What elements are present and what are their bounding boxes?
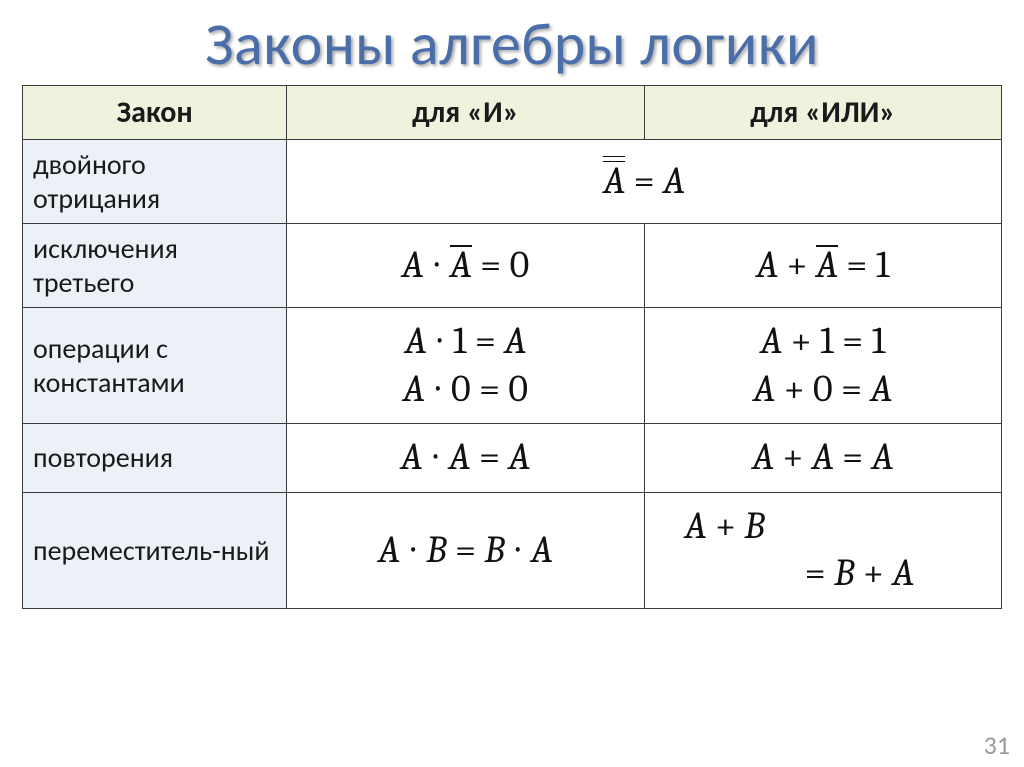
- formula-cell: A ∙ A = 0: [287, 224, 644, 308]
- formula-cell: A ∙ A = A: [287, 424, 644, 493]
- row-label: двойного отрицания: [23, 140, 287, 224]
- formula-cell: A + B= B + A: [644, 492, 1001, 608]
- row-label: повторения: [23, 424, 287, 493]
- header-or: для «ИЛИ»: [644, 86, 1001, 140]
- table-row: переместитель-ныйA ∙ B = B ∙ AA + B= B +…: [23, 492, 1002, 608]
- header-law: Закон: [23, 86, 287, 140]
- table-container: Закон для «И» для «ИЛИ» двойного отрицан…: [0, 85, 1024, 609]
- row-label: исключения третьего: [23, 224, 287, 308]
- row-label: переместитель-ный: [23, 492, 287, 608]
- row-label: операции с константами: [23, 308, 287, 424]
- table-row: повторенияA ∙ A = AA + A = A: [23, 424, 1002, 493]
- formula-cell: A + A = 1: [644, 224, 1001, 308]
- formula-cell: A ∙ B = B ∙ A: [287, 492, 644, 608]
- table-header-row: Закон для «И» для «ИЛИ»: [23, 86, 1002, 140]
- table-row: операции с константамиA ∙ 1 = AA ∙ 0 = 0…: [23, 308, 1002, 424]
- header-and: для «И»: [287, 86, 644, 140]
- formula-cell: A + 1 = 1A + 0 = A: [644, 308, 1001, 424]
- table-row: исключения третьегоA ∙ A = 0A + A = 1: [23, 224, 1002, 308]
- table-row: двойного отрицанияA = A: [23, 140, 1002, 224]
- formula-cell: A + A = A: [644, 424, 1001, 493]
- formula-cell: A ∙ 1 = AA ∙ 0 = 0: [287, 308, 644, 424]
- page-title: Законы алгебры логики: [0, 0, 1024, 85]
- formula-cell: A = A: [287, 140, 1002, 224]
- laws-table: Закон для «И» для «ИЛИ» двойного отрицан…: [22, 85, 1002, 609]
- page-number: 31: [984, 729, 1010, 761]
